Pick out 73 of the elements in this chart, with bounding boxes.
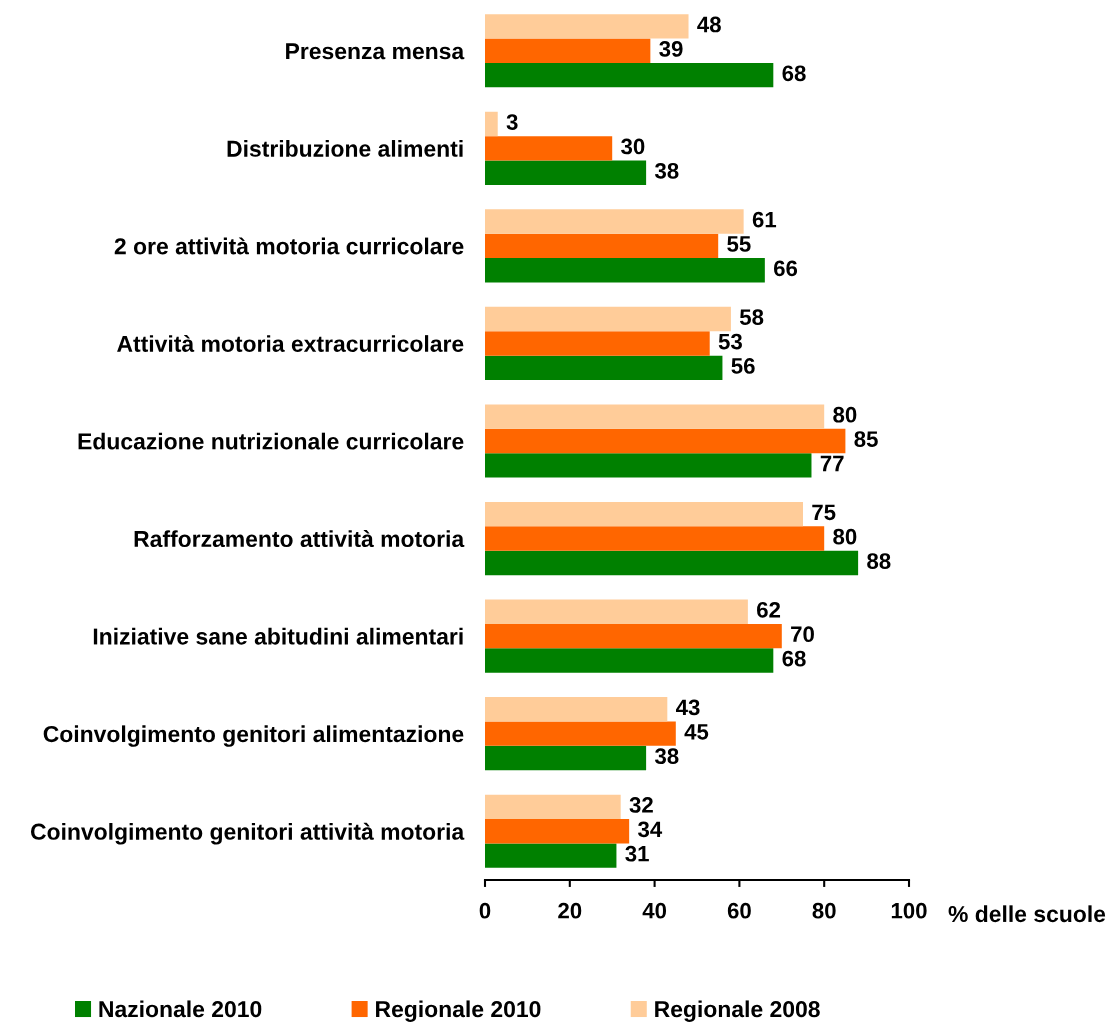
data-label: 39	[659, 41, 683, 57]
bar	[485, 819, 630, 844]
data-label: 58	[739, 309, 764, 326]
x-tick-label: 80	[812, 902, 836, 919]
bar	[485, 599, 748, 624]
y-tick-label: Presenza mensa	[286, 43, 465, 60]
data-label: 62	[757, 601, 781, 618]
data-label: 80	[833, 406, 857, 423]
data-label: 88	[867, 553, 891, 569]
bar	[485, 233, 719, 259]
y-tick-label: Educazione nutrizionale curricolare	[78, 432, 464, 450]
bar	[485, 14, 689, 39]
bar	[485, 794, 621, 820]
bar	[485, 160, 647, 185]
data-label: 38	[654, 748, 679, 765]
bar	[485, 501, 803, 527]
y-tick-label: Rafforzamento attività motoria	[134, 530, 465, 548]
bar	[485, 306, 731, 332]
bar	[485, 648, 774, 673]
legend-label: Nazionale 2010	[99, 1000, 262, 1018]
bar	[485, 258, 765, 283]
data-label: 61	[752, 211, 777, 228]
y-tick-label: Distribuzione alimenti	[227, 140, 463, 157]
bar	[485, 721, 676, 746]
data-label: 53	[718, 333, 742, 350]
bar	[485, 843, 617, 868]
bar	[485, 38, 651, 63]
data-label: 75	[812, 504, 836, 521]
bar	[485, 136, 613, 161]
bar	[485, 62, 774, 88]
data-label: 56	[731, 358, 755, 374]
data-label: 30	[621, 138, 645, 155]
data-label: 55	[727, 236, 751, 252]
data-label: 77	[820, 455, 844, 472]
data-label: 68	[782, 65, 806, 82]
bar	[485, 404, 825, 429]
x-tick-label: 20	[558, 902, 582, 919]
legend-label: Regionale 2010	[376, 1000, 541, 1022]
bar	[485, 355, 723, 381]
bar	[485, 550, 859, 576]
y-tick-label: Coinvolgimento genitori alimentazione	[43, 725, 464, 747]
data-label: 70	[791, 626, 814, 643]
data-label: 43	[675, 699, 700, 716]
x-tick-label: 60	[727, 902, 751, 919]
data-label: 34	[638, 821, 663, 838]
data-label: 66	[773, 260, 798, 277]
bar	[485, 428, 846, 454]
data-label: 80	[833, 528, 857, 545]
bar	[485, 209, 744, 234]
bar	[485, 526, 825, 551]
x-tick-label: 40	[642, 902, 667, 919]
data-label: 85	[854, 431, 878, 447]
bar	[485, 453, 812, 478]
data-label: 32	[629, 797, 653, 813]
bar	[485, 697, 668, 722]
data-label: 31	[625, 845, 649, 862]
data-label: 48	[697, 16, 721, 33]
y-tick-label: Coinvolgimento genitori attività motoria	[30, 822, 465, 845]
x-axis-title: % delle scuole	[948, 905, 1106, 923]
bar	[485, 331, 710, 356]
x-tick-label: 100	[891, 902, 927, 919]
data-label: 68	[782, 650, 806, 667]
bar	[485, 745, 647, 771]
y-tick-label: 2 ore attività motoria curricolare	[114, 237, 464, 255]
data-label: 38	[654, 162, 679, 179]
bar	[485, 623, 782, 649]
y-tick-label: Iniziative sane abitudini alimentari	[93, 627, 463, 645]
data-label: 3	[506, 114, 518, 130]
x-tick-label: 0	[479, 902, 491, 919]
y-tick-label: Attività motoria extracurricolare	[117, 334, 464, 352]
bar	[485, 111, 498, 137]
data-label: 45	[684, 724, 709, 740]
legend-label: Regionale 2008	[655, 1000, 820, 1022]
